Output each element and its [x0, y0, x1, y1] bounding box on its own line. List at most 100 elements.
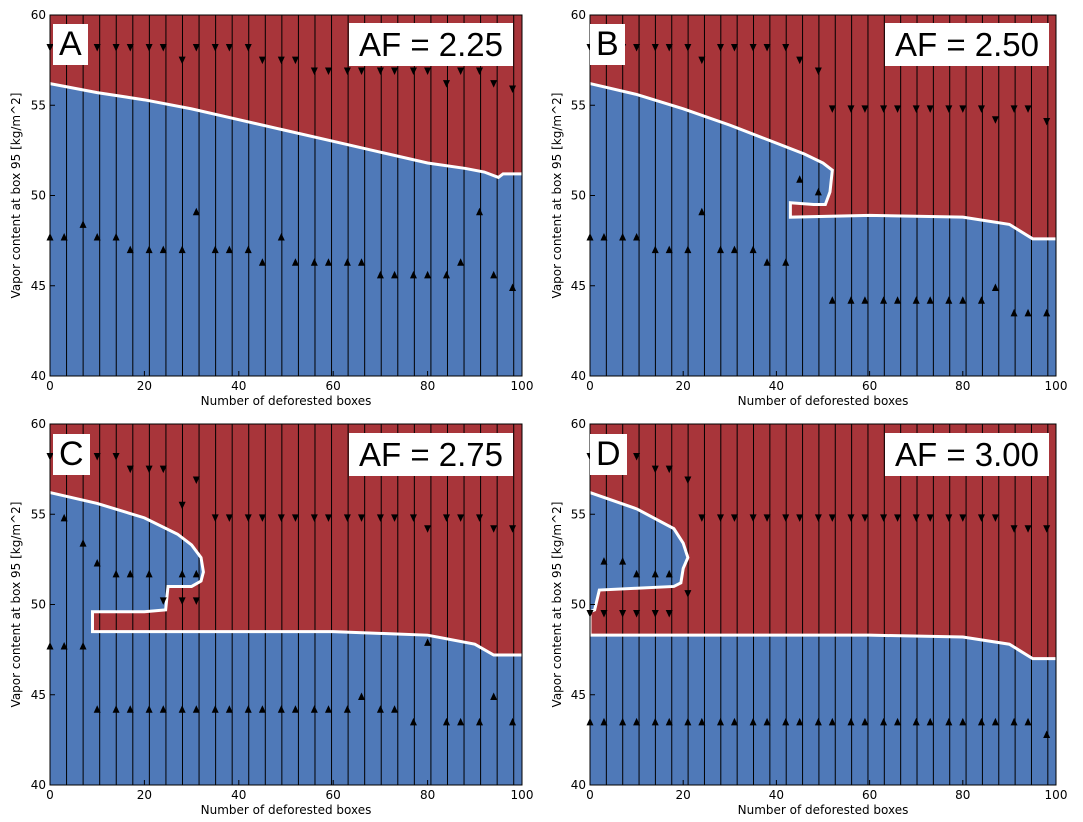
down-arrow: [894, 105, 902, 113]
up-arrow: [977, 296, 985, 304]
down-arrow: [192, 597, 200, 605]
up-arrow: [894, 296, 902, 304]
down-arrow: [211, 514, 219, 522]
down-arrow: [291, 514, 299, 522]
up-arrow: [93, 558, 101, 567]
up-arrow: [112, 233, 120, 241]
up-arrow: [112, 569, 120, 578]
up-arrow: [159, 705, 167, 713]
down-arrow: [814, 67, 822, 75]
x-tick-label: 80: [420, 788, 435, 802]
up-arrow: [225, 245, 233, 254]
up-arrow: [651, 569, 659, 578]
x-tick-label: 40: [769, 788, 784, 802]
down-arrow: [277, 56, 285, 65]
up-arrow: [665, 717, 673, 726]
up-arrow: [159, 245, 167, 254]
af-label: AF = 2.75: [349, 433, 514, 476]
af-label: AF = 2.50: [885, 23, 1050, 66]
down-arrow: [244, 514, 252, 522]
panel-letter: A: [53, 24, 88, 65]
up-arrow: [633, 233, 641, 241]
up-arrow: [945, 296, 953, 304]
up-arrow: [619, 557, 627, 565]
down-arrow: [509, 85, 517, 94]
up-arrow: [192, 207, 200, 216]
down-arrow: [861, 105, 869, 113]
up-arrow: [926, 717, 934, 726]
up-arrow: [1024, 717, 1032, 726]
x-tick-label: 60: [862, 788, 877, 802]
y-tick-label: 60: [31, 417, 46, 431]
panel-d: 0 20 40 60 80 100 40 45 50 55 60 Number of deforest…: [541, 411, 1082, 822]
up-arrow: [763, 717, 771, 726]
up-arrow: [1024, 308, 1032, 317]
down-arrow: [651, 465, 659, 474]
up-arrow: [192, 705, 200, 713]
up-arrow: [509, 717, 517, 726]
down-arrow: [665, 610, 673, 618]
up-arrow: [258, 705, 266, 713]
down-arrow: [880, 514, 888, 522]
up-arrow: [343, 705, 351, 713]
x-tick-label: 0: [46, 788, 54, 802]
up-arrow: [79, 539, 87, 547]
up-arrow: [145, 245, 153, 254]
up-arrow: [324, 258, 332, 266]
down-arrow: [343, 514, 351, 522]
down-arrow: [665, 465, 673, 474]
y-tick-label: 50: [571, 189, 586, 203]
down-arrow: [782, 43, 790, 52]
up-arrow: [126, 569, 134, 578]
x-axis-label: Number of deforested boxes: [201, 803, 372, 817]
x-tick-label: 60: [862, 379, 877, 393]
down-arrow: [828, 105, 836, 113]
y-tick-label: 40: [571, 778, 586, 792]
down-arrow: [409, 514, 417, 522]
up-arrow: [814, 187, 822, 196]
boundary-curve: [589, 82, 1056, 241]
down-arrow: [324, 67, 332, 75]
down-arrow: [991, 116, 999, 124]
down-arrow: [749, 514, 757, 522]
up-arrow: [457, 258, 465, 266]
up-arrow: [945, 717, 953, 726]
down-arrow: [1024, 105, 1032, 113]
down-arrow: [126, 43, 134, 52]
down-arrow: [619, 610, 627, 618]
up-arrow: [376, 270, 384, 279]
down-arrow: [977, 105, 985, 113]
up-arrow: [310, 705, 318, 713]
up-arrow: [782, 717, 790, 726]
y-tick-label: 55: [571, 98, 586, 112]
up-arrow: [291, 258, 299, 266]
up-arrow: [847, 717, 855, 726]
y-tick-label: 55: [31, 98, 46, 112]
down-arrow: [409, 67, 417, 75]
down-arrow: [93, 43, 101, 52]
up-arrow: [126, 245, 134, 254]
up-arrow: [277, 705, 285, 713]
panel-a: 0 20 40 60 80 100 40 45 50 55 60 Number of deforest…: [0, 0, 541, 411]
down-arrow: [310, 67, 318, 75]
panel-letter: D: [590, 434, 627, 475]
down-arrow: [1010, 105, 1018, 113]
up-arrow: [698, 717, 706, 726]
up-arrow: [633, 569, 641, 578]
up-arrow: [880, 296, 888, 304]
y-axis-label: Vapor content at box 95 [kg/m^2]: [550, 502, 564, 708]
down-arrow: [476, 514, 484, 522]
down-arrow: [376, 67, 384, 75]
up-arrow: [277, 233, 285, 241]
x-tick-label: 60: [326, 379, 341, 393]
down-arrow: [159, 597, 167, 605]
up-arrow: [749, 717, 757, 726]
down-arrow: [112, 452, 120, 461]
down-arrow: [509, 525, 517, 533]
down-arrow: [159, 465, 167, 474]
down-arrow: [633, 43, 641, 52]
up-arrow: [93, 233, 101, 241]
down-arrow: [192, 43, 200, 52]
upper-region: [590, 15, 1056, 239]
up-arrow: [796, 717, 804, 726]
